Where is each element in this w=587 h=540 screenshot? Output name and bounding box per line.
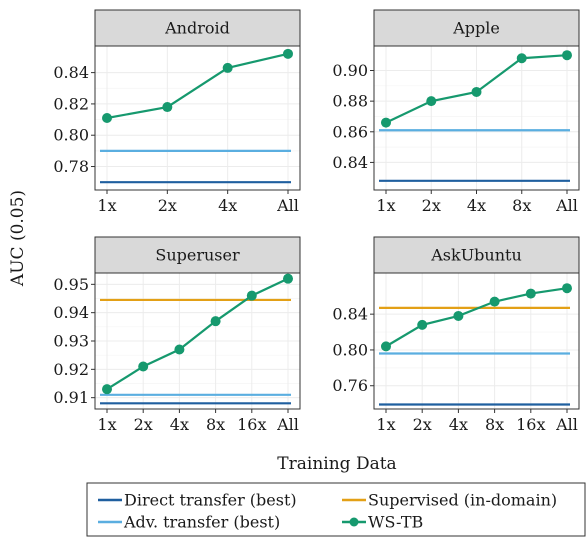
data-point <box>381 341 391 352</box>
x-tick-label: 4x <box>449 415 468 434</box>
y-tick-label: 0.92 <box>53 360 89 379</box>
data-point <box>426 96 437 107</box>
panel-superuser: Superuser 0.91 0.92 0.93 0.94 0.95 1x 2x 4x 8x 16x… <box>53 236 301 434</box>
x-tick-label: All <box>555 415 578 434</box>
y-tick-label: 0.80 <box>332 340 368 359</box>
x-tick-label: 1x <box>97 415 116 434</box>
y-tick-label: 0.84 <box>332 153 368 172</box>
x-tick-label: All <box>555 196 578 215</box>
x-axis-title: Training Data <box>277 454 396 474</box>
y-axis-title: AUC (0.05) <box>8 190 28 287</box>
legend-item-ws-tb: WS-TB <box>342 513 423 532</box>
legend-label: Supervised (in-domain) <box>368 491 557 510</box>
y-tick-label: 0.78 <box>53 157 89 176</box>
y-tick-label: 0.93 <box>53 332 89 351</box>
data-point <box>102 113 112 123</box>
data-point <box>283 273 293 284</box>
x-tick-label: 4x <box>467 196 486 215</box>
panel-title: AskUbuntu <box>430 246 522 265</box>
data-point <box>489 296 500 307</box>
panel-title: Apple <box>452 19 500 38</box>
y-tick-label: 0.84 <box>332 305 368 324</box>
panel-title: Android <box>164 19 230 38</box>
legend-label: WS-TB <box>368 513 423 532</box>
panel-android: Android 0.78 0.80 0.82 0.84 1x 2x 4x All <box>53 9 301 215</box>
legend-label: Direct transfer (best) <box>124 491 297 510</box>
y-tick-label: 0.91 <box>53 388 89 407</box>
facet-panels: Android 0.78 0.80 0.82 0.84 1x 2x 4x All Apple 0.8… <box>53 9 580 434</box>
y-tick-label: 0.86 <box>332 122 368 141</box>
x-tick-label: 4x <box>218 196 237 215</box>
data-point <box>283 48 293 59</box>
legend: Direct transfer (best) Supervised (in-dom… <box>86 482 586 537</box>
x-tick-label: 16x <box>516 415 545 434</box>
data-point <box>162 102 173 113</box>
plot-area <box>374 273 579 409</box>
panel-border <box>373 272 580 410</box>
data-point <box>174 344 185 355</box>
legend-item-supervised-in-domain: Supervised (in-domain) <box>342 491 557 510</box>
data-point <box>210 316 221 327</box>
x-tick-label: 1x <box>376 415 395 434</box>
panel-strip <box>94 9 301 47</box>
y-tick-label: 0.95 <box>53 275 89 294</box>
series-line-ws-tb <box>106 277 289 391</box>
legend-key-point <box>349 517 359 527</box>
data-point <box>562 283 572 294</box>
data-point <box>138 361 149 372</box>
x-tick-label: 1x <box>376 196 395 215</box>
legend-box <box>86 482 586 537</box>
x-tick-label: 8x <box>512 196 531 215</box>
x-tick-label: 2x <box>158 196 177 215</box>
series-line-ws-tb <box>385 287 568 348</box>
y-tick-label: 0.88 <box>332 92 368 111</box>
legend-label: Adv. transfer (best) <box>123 513 280 532</box>
x-tick-label: 2x <box>413 415 432 434</box>
data-point <box>102 384 112 395</box>
panel-strip <box>94 236 301 274</box>
x-tick-label: All <box>276 196 299 215</box>
y-tick-label: 0.94 <box>53 303 89 322</box>
x-tick-label: 8x <box>206 415 225 434</box>
data-point <box>381 117 391 128</box>
series-line-ws-tb <box>106 52 289 120</box>
panel-askubuntu: AskUbuntu 0.76 0.80 0.84 1x 2x 4x 8x 16x All <box>332 236 580 434</box>
y-tick-label: 0.82 <box>53 94 89 113</box>
x-tick-label: 16x <box>237 415 266 434</box>
data-point <box>246 290 257 301</box>
data-point <box>453 310 464 321</box>
x-tick-label: All <box>276 415 299 434</box>
data-point <box>222 62 233 73</box>
data-point <box>525 288 536 299</box>
panel-apple: Apple 0.84 0.86 0.88 0.90 1x 2x 4x 8x All <box>332 9 580 215</box>
data-point <box>562 50 572 61</box>
x-tick-label: 8x <box>485 415 504 434</box>
x-tick-label: 4x <box>170 415 189 434</box>
x-tick-label: 2x <box>422 196 441 215</box>
data-point <box>417 319 428 330</box>
y-tick-label: 0.90 <box>332 61 368 80</box>
y-tick-label: 0.84 <box>53 63 89 82</box>
legend-item-direct-transfer-best: Direct transfer (best) <box>98 491 297 510</box>
plot-area <box>95 46 300 190</box>
data-point <box>516 53 527 64</box>
y-tick-label: 0.76 <box>332 376 368 395</box>
x-tick-label: 2x <box>134 415 153 434</box>
legend-item-adv-transfer-best: Adv. transfer (best) <box>98 513 280 532</box>
x-tick-label: 1x <box>97 196 116 215</box>
panel-title: Superuser <box>155 246 240 265</box>
panel-strip <box>373 9 580 47</box>
data-point <box>471 86 482 97</box>
panel-border <box>94 45 301 191</box>
y-tick-label: 0.80 <box>53 126 89 145</box>
